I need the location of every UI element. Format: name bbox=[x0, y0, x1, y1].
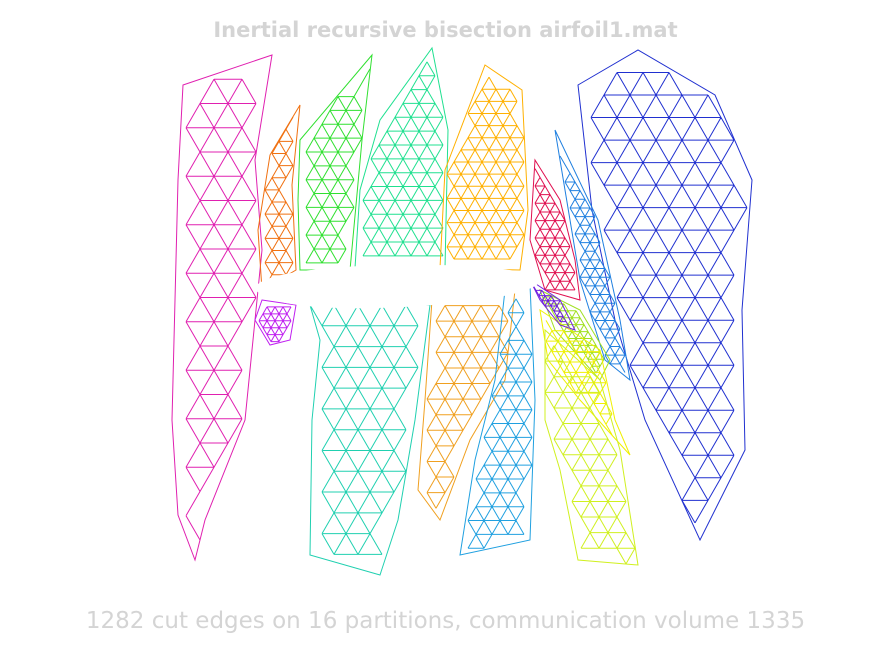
partition-7 bbox=[529, 158, 581, 301]
partition-8-boundary bbox=[554, 129, 631, 382]
partition-12 bbox=[417, 289, 516, 522]
partition-6-mesh bbox=[590, 72, 748, 524]
partition-16 bbox=[528, 278, 576, 331]
partition-15-mesh bbox=[544, 345, 636, 565]
partition-1-boundary bbox=[171, 54, 273, 562]
partition-12-mesh bbox=[426, 305, 509, 509]
partition-9-mesh bbox=[258, 306, 292, 343]
partition-6 bbox=[577, 49, 753, 542]
partition-7-boundary bbox=[529, 158, 581, 301]
partition-5-boundary bbox=[439, 64, 529, 271]
partition-1 bbox=[171, 54, 273, 562]
partition-3-boundary bbox=[297, 53, 373, 271]
partition-16-boundary bbox=[528, 278, 576, 331]
partition-11 bbox=[309, 304, 431, 576]
partition-14-boundary bbox=[539, 308, 631, 456]
partition-14-mesh bbox=[545, 320, 613, 435]
partition-2-boundary bbox=[257, 104, 301, 291]
partition-1-mesh bbox=[185, 78, 257, 541]
partition-3-mesh bbox=[305, 68, 371, 264]
figure-title: Inertial recursive bisection airfoil1.ma… bbox=[213, 18, 678, 42]
partition-4-mesh bbox=[362, 61, 444, 257]
partition-5 bbox=[439, 64, 529, 271]
partition-6-boundary bbox=[577, 49, 753, 542]
partition-15-boundary bbox=[544, 328, 639, 566]
partition-5-mesh bbox=[446, 76, 525, 260]
partition-2-mesh bbox=[264, 116, 294, 288]
partition-16-mesh bbox=[532, 284, 570, 328]
partition-2 bbox=[257, 104, 301, 291]
partition-9 bbox=[254, 299, 297, 346]
partition-15 bbox=[544, 328, 639, 566]
partition-9-boundary bbox=[254, 299, 297, 346]
partition-11-boundary bbox=[309, 304, 431, 576]
partition-13 bbox=[459, 284, 536, 556]
partition-7-mesh bbox=[534, 168, 576, 291]
partition-8 bbox=[554, 129, 631, 382]
partition-12-boundary bbox=[417, 289, 516, 522]
partition-11-mesh bbox=[309, 304, 419, 555]
partition-13-boundary bbox=[459, 284, 536, 556]
partition-3 bbox=[297, 53, 373, 271]
figure-caption: 1282 cut edges on 16 partitions, communi… bbox=[85, 608, 806, 634]
partition-8-mesh bbox=[559, 155, 626, 373]
partition-10-boundary bbox=[539, 288, 611, 381]
partition-regions bbox=[171, 46, 753, 576]
airfoil-hole bbox=[255, 264, 540, 309]
partition-13-mesh bbox=[467, 298, 533, 549]
